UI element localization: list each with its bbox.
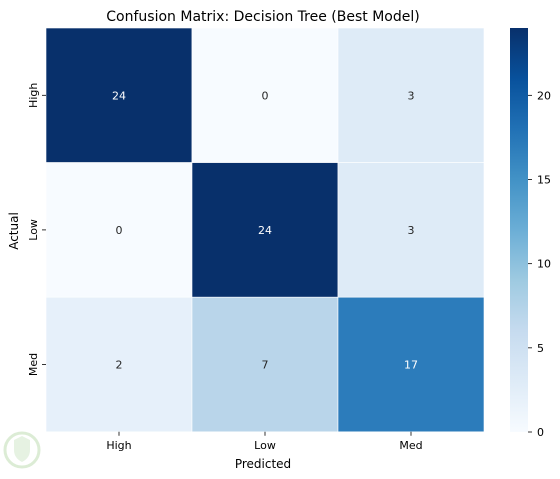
x-tick-label: Med bbox=[399, 439, 422, 452]
x-axis-ticks: High Low Med bbox=[106, 431, 423, 452]
cell-value-label: 24 bbox=[258, 224, 272, 237]
cell-value-label: 3 bbox=[408, 224, 415, 237]
colorbar-tick-label: 0 bbox=[537, 426, 544, 439]
heatmap-cell bbox=[191, 27, 339, 163]
y-tick-label: Low bbox=[27, 219, 40, 241]
heatmap-cell bbox=[191, 296, 339, 433]
cell-value-label: 7 bbox=[262, 359, 269, 372]
colorbar-tick-label: 20 bbox=[537, 89, 551, 102]
cell-value-label: 24 bbox=[112, 89, 126, 102]
cell-value-label: 17 bbox=[404, 359, 418, 372]
heatmap-cell bbox=[45, 162, 193, 298]
y-axis-label: Actual bbox=[7, 212, 21, 250]
cell-value-label: 0 bbox=[262, 89, 269, 102]
heatmap-cell bbox=[45, 27, 193, 163]
heatmap-cell-labels: 24 0 3 0 24 3 2 7 17 bbox=[112, 89, 418, 371]
chart-title: Confusion Matrix: Decision Tree (Best Mo… bbox=[106, 9, 419, 25]
y-tick-label: Med bbox=[27, 353, 40, 376]
cell-value-label: 2 bbox=[116, 359, 123, 372]
cell-value-label: 0 bbox=[116, 224, 123, 237]
colorbar-tick-label: 5 bbox=[537, 342, 544, 355]
heatmap-cell bbox=[45, 296, 193, 433]
x-tick-label: Low bbox=[254, 439, 276, 452]
heatmap-cell bbox=[337, 162, 485, 298]
x-tick-label: High bbox=[106, 439, 131, 452]
colorbar-ticks: 0 5 10 15 20 bbox=[528, 89, 551, 439]
y-tick-label: High bbox=[27, 83, 40, 108]
heatmap-cell bbox=[337, 296, 485, 433]
colorbar-tick-label: 15 bbox=[537, 174, 551, 187]
heatmap-cells bbox=[45, 27, 485, 433]
y-axis-ticks: High Low Med bbox=[27, 83, 46, 376]
cell-value-label: 3 bbox=[408, 89, 415, 102]
colorbar-tick-label: 10 bbox=[537, 258, 551, 271]
x-axis-label: Predicted bbox=[235, 457, 291, 471]
heatmap-cell bbox=[337, 27, 485, 163]
watermark-logo bbox=[3, 431, 41, 469]
colorbar bbox=[510, 28, 528, 432]
